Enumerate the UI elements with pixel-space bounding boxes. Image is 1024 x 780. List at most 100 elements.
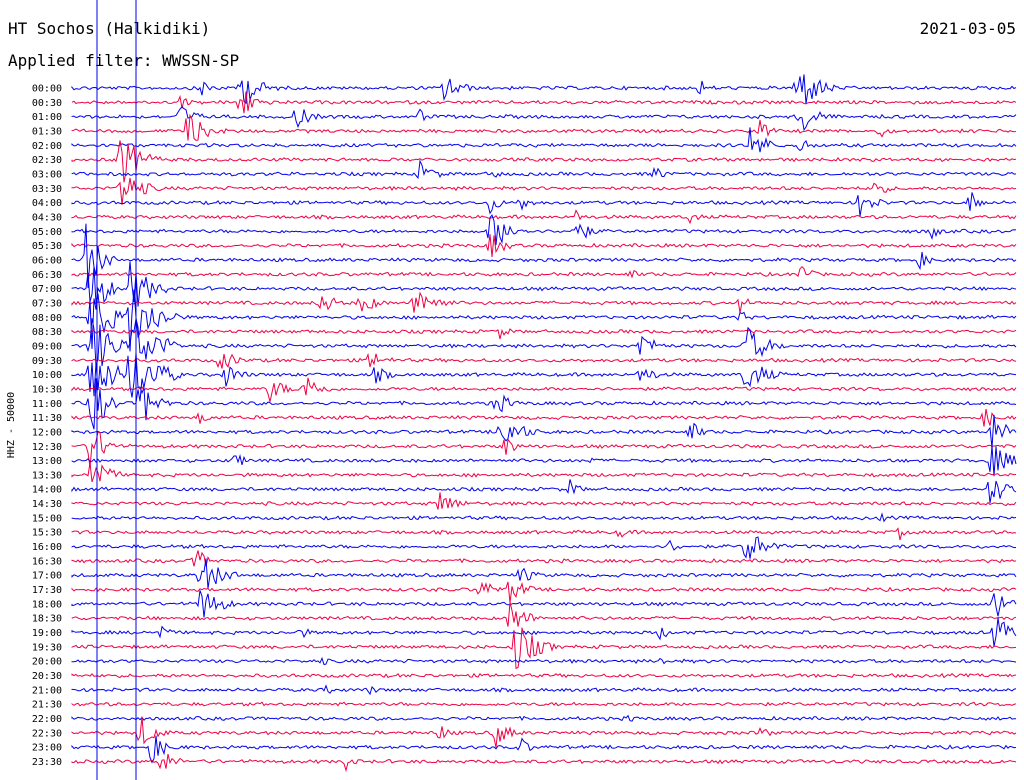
time-tick-label: 09:30 [32,356,62,367]
trace-line [71,492,1017,510]
trace-line [71,479,1017,504]
time-tick-label: 13:00 [32,456,62,467]
trace-line [71,617,1017,647]
time-tick-label: 16:30 [32,556,62,567]
trace-line [71,113,1017,141]
time-tick-label: 05:30 [32,241,62,252]
trace-line [71,318,1017,367]
trace-line [71,672,1017,679]
trace-line [71,414,1017,449]
time-tick-label: 19:30 [32,642,62,653]
time-tick-label: 12:30 [32,442,62,453]
trace-line [71,378,1017,430]
trace-line [71,192,1017,217]
trace-line [71,352,1017,369]
trace-line [71,289,1017,352]
time-tick-labels: 00:00 00:30 01:00 01:30 02:00 02:30 03:00 03:30… [32,84,62,769]
time-tick-label: 08:30 [32,327,62,338]
trace-line [71,550,1017,567]
time-tick-label: 03:30 [32,184,62,195]
time-tick-label: 19:00 [32,628,62,639]
time-tick-label: 13:30 [32,470,62,481]
trace-line [71,408,1017,427]
trace-line [71,735,1017,764]
trace-line [71,445,1017,477]
time-tick-label: 09:00 [32,341,62,352]
time-tick-label: 17:00 [32,571,62,582]
trace-line [71,265,1017,279]
trace-line [71,377,1017,402]
trace-line [71,106,1017,132]
trace-line [71,261,1017,307]
trace-line [71,328,1017,340]
time-tick-label: 07:30 [32,298,62,309]
trace-line [71,159,1017,180]
filter-label: Applied filter: WWSSN-SP [8,51,239,70]
time-tick-label: 06:30 [32,270,62,281]
trace-line [71,558,1017,589]
trace-line [71,536,1017,559]
time-tick-label: 22:00 [32,714,62,725]
time-tick-label: 22:30 [32,728,62,739]
channel-label: HHZ - 50000 [6,392,17,458]
trace-line [71,627,1017,670]
time-tick-label: 20:30 [32,671,62,682]
trace-line [71,352,1017,398]
trace-line [71,234,1017,258]
trace-line [71,656,1017,666]
trace-line [71,127,1017,153]
trace-line [71,291,1017,313]
station-title: HT Sochos (Halkidiki) [8,19,210,38]
time-tick-label: 10:30 [32,384,62,395]
time-tick-label: 04:30 [32,212,62,223]
time-tick-label: 21:30 [32,700,62,711]
trace-line [71,581,1017,604]
trace-line [71,177,1017,205]
time-tick-label: 10:00 [32,370,62,381]
time-tick-label: 18:00 [32,599,62,610]
time-tick-label: 01:30 [32,126,62,137]
trace-line [71,602,1017,627]
time-tick-label: 12:00 [32,427,62,438]
time-tick-label: 00:30 [32,98,62,109]
seismic-traces [71,74,1017,773]
trace-line [71,753,1017,773]
trace-line [71,223,1017,288]
time-tick-label: 00:00 [32,84,62,95]
time-tick-label: 04:00 [32,198,62,209]
trace-line [71,714,1016,722]
time-tick-label: 08:00 [32,313,62,324]
time-tick-label: 11:00 [32,399,62,410]
time-tick-label: 18:30 [32,614,62,625]
time-tick-label: 15:00 [32,513,62,524]
trace-line [71,590,1017,618]
time-tick-label: 23:30 [32,757,62,768]
time-tick-label: 03:00 [32,169,62,180]
trace-line [71,512,1017,523]
time-markers [96,0,137,780]
chart-date: 2021-03-05 [920,19,1016,38]
time-tick-label: 20:00 [32,657,62,668]
time-tick-label: 11:30 [32,413,62,424]
trace-line [71,527,1017,541]
trace-line [71,91,1017,114]
trace-line [71,431,1017,468]
trace-line [71,716,1017,748]
time-tick-label: 15:30 [32,528,62,539]
time-tick-label: 14:30 [32,499,62,510]
time-tick-label: 23:00 [32,743,62,754]
time-tick-label: 14:00 [32,485,62,496]
trace-line [71,140,1017,183]
time-tick-label: 05:00 [32,227,62,238]
time-tick-label: 06:00 [32,255,62,266]
trace-line [71,684,1017,696]
trace-line [71,462,1017,483]
time-tick-label: 01:00 [32,112,62,123]
time-tick-label: 07:00 [32,284,62,295]
time-tick-label: 21:00 [32,685,62,696]
trace-line [71,209,1017,225]
time-tick-label: 16:00 [32,542,62,553]
time-tick-label: 17:30 [32,585,62,596]
trace-line [71,214,1017,246]
